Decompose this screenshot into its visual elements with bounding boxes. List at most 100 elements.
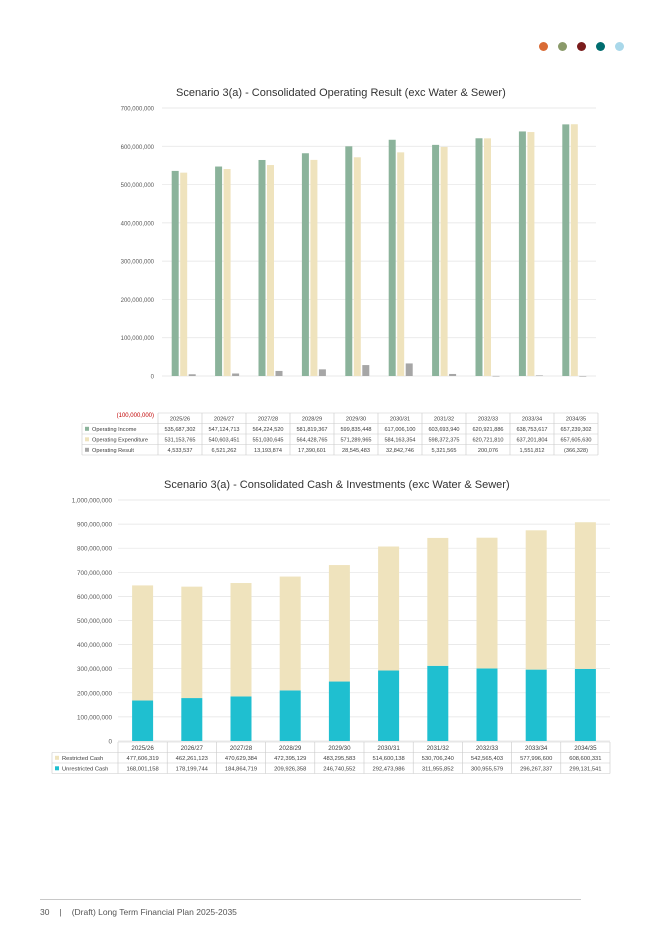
- category-label: 2029/30: [328, 745, 351, 752]
- category-label: 2034/35: [574, 745, 597, 752]
- y-tick-label: 700,000,000: [121, 107, 155, 113]
- legend-swatch: [85, 426, 89, 431]
- data-label: 6,521,262: [212, 448, 237, 454]
- y-tick-label: 500,000,000: [77, 618, 113, 625]
- y-tick-label: 800,000,000: [77, 546, 113, 553]
- category-label: 2031/32: [434, 417, 454, 423]
- bar: [527, 132, 535, 376]
- bar: [171, 170, 179, 376]
- category-label: 2028/29: [279, 745, 302, 752]
- bar: [132, 585, 154, 701]
- bar: [188, 374, 196, 376]
- bar: [279, 690, 301, 741]
- bar: [232, 373, 240, 376]
- data-label: 5,321,565: [432, 448, 457, 454]
- bar: [570, 124, 578, 376]
- data-label: 564,428,765: [296, 437, 327, 443]
- y-tick-label: 200,000,000: [121, 298, 155, 304]
- data-label: 584,163,354: [384, 437, 415, 443]
- legend-label: Operating Income: [92, 427, 136, 433]
- bar: [301, 153, 309, 376]
- data-label: 17,390,601: [298, 448, 326, 454]
- legend-swatch: [85, 447, 89, 452]
- data-label: 477,606,319: [126, 756, 158, 762]
- data-label: 599,835,448: [340, 427, 371, 433]
- data-label: 514,600,138: [372, 756, 404, 762]
- page-number: 30: [40, 907, 50, 917]
- data-label: 184,864,719: [225, 767, 257, 773]
- data-label: 530,706,240: [422, 756, 454, 762]
- y-tick-label: 300,000,000: [77, 666, 113, 673]
- bar: [405, 363, 413, 376]
- data-label: 657,605,630: [560, 437, 591, 443]
- y-tick-label: 400,000,000: [121, 221, 155, 227]
- data-label: 617,006,100: [384, 427, 415, 433]
- operating-result-chart: 700,000,000 600,000,000 500,000,000 400,000…: [81, 107, 599, 456]
- data-label: 462,261,123: [176, 756, 208, 762]
- bar: [475, 138, 483, 376]
- bar: [562, 124, 570, 376]
- y-tick-label: 200,000,000: [77, 690, 113, 697]
- footer-separator: |: [59, 907, 62, 917]
- bar: [476, 668, 498, 741]
- category-label: 2033/34: [525, 745, 548, 752]
- data-label: 209,926,358: [274, 767, 306, 773]
- bar: [310, 159, 318, 376]
- legend-label: Unrestricted Cash: [62, 767, 108, 773]
- data-label: (366,328): [564, 448, 588, 454]
- data-label: 1,551,812: [520, 448, 545, 454]
- data-label: 311,955,852: [422, 767, 454, 773]
- bar: [279, 576, 301, 691]
- bar: [525, 530, 547, 670]
- bar: [275, 370, 283, 376]
- bar: [318, 369, 326, 376]
- data-label: 657,239,302: [560, 427, 591, 433]
- y-tick-label: 700,000,000: [77, 570, 113, 577]
- y-tick-label: 0: [108, 739, 112, 746]
- legend-label: Operating Result: [92, 448, 134, 454]
- category-label: 2025/26: [131, 745, 154, 752]
- y-tick-label: 300,000,000: [121, 260, 155, 266]
- chart-title: Scenario 3(a) - Consolidated Cash & Inve…: [164, 479, 510, 491]
- bar: [388, 139, 396, 376]
- y-tick-label: 100,000,000: [77, 714, 113, 721]
- bar: [215, 166, 223, 376]
- data-label: 470,629,384: [225, 756, 258, 762]
- category-label: 2026/27: [214, 417, 234, 423]
- data-label: 540,603,451: [208, 437, 239, 443]
- legend-label: Operating Expenditure: [92, 437, 148, 443]
- legend-swatch: [55, 766, 59, 771]
- data-label: 246,740,552: [323, 767, 355, 773]
- chart-title: Scenario 3(a) - Consolidated Operating R…: [176, 87, 506, 99]
- bar: [449, 373, 457, 376]
- data-label: 598,372,375: [428, 437, 459, 443]
- bar: [132, 700, 154, 741]
- data-label: 300,955,579: [471, 767, 503, 773]
- legend-swatch: [55, 755, 59, 760]
- category-label: 2028/29: [302, 417, 322, 423]
- category-label: 2031/32: [427, 745, 450, 752]
- brand-dot: [577, 42, 586, 51]
- bar: [492, 375, 500, 377]
- data-label: 200,076: [478, 448, 498, 454]
- data-label: 483,295,583: [323, 756, 355, 762]
- y-tick-label: 900,000,000: [77, 522, 113, 529]
- cash-investments-chart: 1,000,000,000 900,000,000 800,000,000 700,0…: [51, 498, 611, 774]
- bar: [378, 546, 400, 671]
- bar: [518, 131, 526, 376]
- bar: [574, 668, 596, 741]
- y-tick-label: 400,000,000: [77, 642, 113, 649]
- bar: [525, 669, 547, 741]
- bar: [574, 522, 596, 669]
- y-tick-label: 500,000,000: [121, 183, 155, 189]
- bar: [258, 159, 266, 376]
- category-label: 2034/35: [566, 417, 586, 423]
- brand-dot: [596, 42, 605, 51]
- brand-dot: [539, 42, 548, 51]
- y-tick-label: 100,000,000: [121, 336, 155, 342]
- bar: [579, 376, 587, 377]
- bar: [476, 537, 498, 669]
- brand-dot: [615, 42, 624, 51]
- data-label: 296,267,337: [520, 767, 552, 773]
- bar: [181, 698, 203, 741]
